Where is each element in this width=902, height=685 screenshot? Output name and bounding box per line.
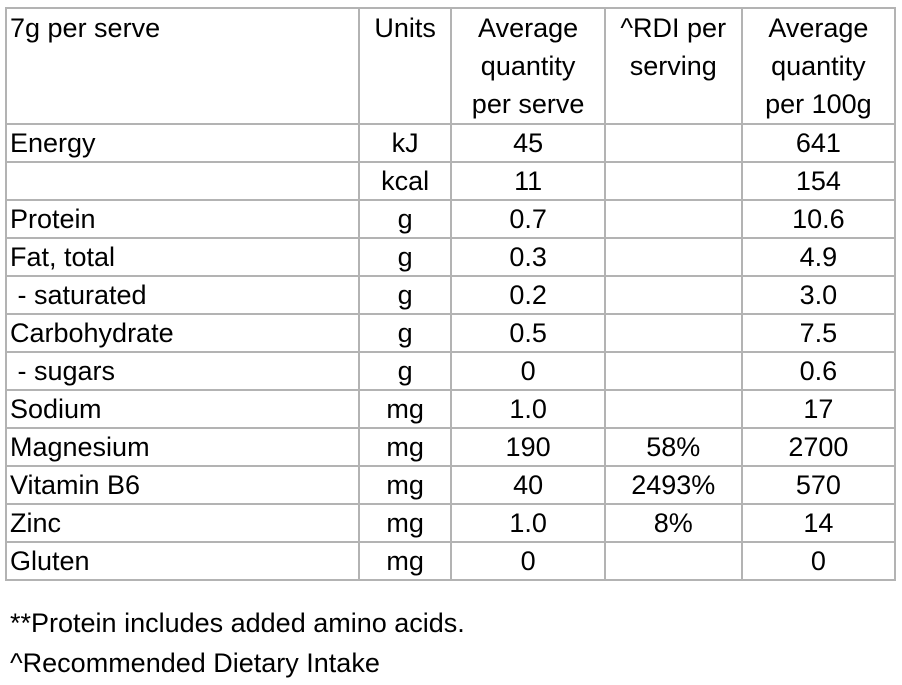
- nutrition-table-body: Energy kJ 45 641 kcal 11 154 Protein g 0…: [5, 123, 897, 581]
- table-row-zinc: Zinc mg 1.0 8% 14: [5, 503, 897, 543]
- nutrient-name: Protein: [5, 199, 360, 239]
- table-row-energy-kcal: kcal 11 154: [5, 161, 897, 201]
- header-avg-per-100g-line2: quantity: [771, 51, 866, 81]
- nutrient-per-serve: 0: [450, 351, 606, 391]
- nutrient-units: g: [357, 199, 453, 239]
- nutrient-per-serve: 0.3: [450, 237, 606, 277]
- header-serving-size: 7g per serve: [5, 7, 360, 125]
- nutrient-rdi: 58%: [603, 427, 743, 467]
- table-row-magnesium: Magnesium mg 190 58% 2700: [5, 427, 897, 467]
- nutrition-table-header: 7g per serve Units Average quantity per …: [5, 7, 897, 125]
- header-avg-per-100g: Average quantity per 100g: [740, 7, 897, 125]
- table-row-gluten: Gluten mg 0 0: [5, 541, 897, 581]
- nutrient-units: kcal: [357, 161, 453, 201]
- nutrient-units: kJ: [357, 123, 453, 163]
- header-avg-per-100g-line1: Average: [768, 13, 869, 43]
- nutrient-name: Zinc: [5, 503, 360, 543]
- header-units-text: Units: [374, 13, 436, 43]
- table-row-vitamin-b6: Vitamin B6 mg 40 2493% 570: [5, 465, 897, 505]
- header-avg-per-serve: Average quantity per serve: [450, 7, 606, 125]
- footnote-rdi: ^Recommended Dietary Intake: [10, 648, 380, 678]
- nutrient-units: g: [357, 313, 453, 353]
- nutrient-name: Energy: [5, 123, 360, 163]
- nutrient-per-100g: 0: [740, 541, 897, 581]
- header-avg-per-serve-line2: quantity: [480, 51, 576, 81]
- nutrient-name: Carbohydrate: [5, 313, 360, 353]
- nutrient-rdi: 8%: [603, 503, 743, 543]
- nutrient-per-100g: 154: [740, 161, 897, 201]
- nutrient-per-serve: 40: [450, 465, 606, 505]
- nutrient-name: - sugars: [5, 351, 360, 391]
- table-row-energy-kj: Energy kJ 45 641: [5, 123, 897, 163]
- nutrient-name: Vitamin B6: [5, 465, 360, 505]
- table-row-carbohydrate: Carbohydrate g 0.5 7.5: [5, 313, 897, 353]
- footnote-protein: **Protein includes added amino acids.: [10, 608, 465, 638]
- nutrient-per-100g: 641: [740, 123, 897, 163]
- nutrient-per-serve: 0.7: [450, 199, 606, 239]
- table-row-protein: Protein g 0.7 10.6: [5, 199, 897, 239]
- nutrient-rdi: [603, 237, 743, 277]
- nutrient-units: g: [357, 351, 453, 391]
- table-row-fat-total: Fat, total g 0.3 4.9: [5, 237, 897, 277]
- nutrient-name: Magnesium: [5, 427, 360, 467]
- nutrient-per-serve: 190: [450, 427, 606, 467]
- nutrient-per-serve: 0.5: [450, 313, 606, 353]
- header-serving-size-text: 7g per serve: [10, 13, 161, 43]
- nutrient-rdi: 2493%: [603, 465, 743, 505]
- header-rdi-per-serving: ^RDI per serving: [603, 7, 743, 125]
- nutrient-rdi: [603, 123, 743, 163]
- header-row: 7g per serve Units Average quantity per …: [5, 7, 897, 125]
- nutrient-name: - saturated: [5, 275, 360, 315]
- nutrient-per-serve: 1.0: [450, 503, 606, 543]
- nutrition-table: 7g per serve Units Average quantity per …: [5, 7, 897, 581]
- nutrient-units: g: [357, 237, 453, 277]
- nutrient-rdi: [603, 541, 743, 581]
- nutrient-per-100g: 7.5: [740, 313, 897, 353]
- nutrient-rdi: [603, 275, 743, 315]
- nutrient-per-100g: 570: [740, 465, 897, 505]
- nutrient-units: mg: [357, 427, 453, 467]
- nutrient-per-serve: 0: [450, 541, 606, 581]
- header-rdi-line1: ^RDI per: [620, 13, 727, 43]
- nutrient-per-100g: 2700: [740, 427, 897, 467]
- nutrient-per-serve: 11: [450, 161, 606, 201]
- nutrient-per-100g: 3.0: [740, 275, 897, 315]
- nutrient-per-100g: 4.9: [740, 237, 897, 277]
- nutrient-units: mg: [357, 541, 453, 581]
- footnotes: **Protein includes added amino acids. ^R…: [10, 603, 465, 683]
- nutrient-units: g: [357, 275, 453, 315]
- nutrient-per-100g: 0.6: [740, 351, 897, 391]
- nutrient-units: mg: [357, 389, 453, 429]
- nutrient-rdi: [603, 351, 743, 391]
- nutrient-name: Sodium: [5, 389, 360, 429]
- table-row-sodium: Sodium mg 1.0 17: [5, 389, 897, 429]
- nutrient-per-serve: 45: [450, 123, 606, 163]
- nutrient-units: mg: [357, 503, 453, 543]
- nutrient-name: Gluten: [5, 541, 360, 581]
- nutrient-name: [5, 161, 360, 201]
- header-avg-per-serve-line3: per serve: [471, 89, 585, 119]
- nutrient-rdi: [603, 199, 743, 239]
- nutrient-units: mg: [357, 465, 453, 505]
- nutrient-rdi: [603, 313, 743, 353]
- nutrient-rdi: [603, 389, 743, 429]
- table-row-fat-saturated: - saturated g 0.2 3.0: [5, 275, 897, 315]
- nutrient-per-serve: 1.0: [450, 389, 606, 429]
- nutrient-per-100g: 14: [740, 503, 897, 543]
- nutrient-name: Fat, total: [5, 237, 360, 277]
- nutrient-per-100g: 17: [740, 389, 897, 429]
- table-row-sugars: - sugars g 0 0.6: [5, 351, 897, 391]
- header-avg-per-100g-line3: per 100g: [765, 89, 872, 119]
- nutrient-per-serve: 0.2: [450, 275, 606, 315]
- nutrient-per-100g: 10.6: [740, 199, 897, 239]
- header-units: Units: [357, 7, 453, 125]
- nutrient-rdi: [603, 161, 743, 201]
- header-rdi-line2: serving: [629, 51, 717, 81]
- header-avg-per-serve-line1: Average: [478, 13, 579, 43]
